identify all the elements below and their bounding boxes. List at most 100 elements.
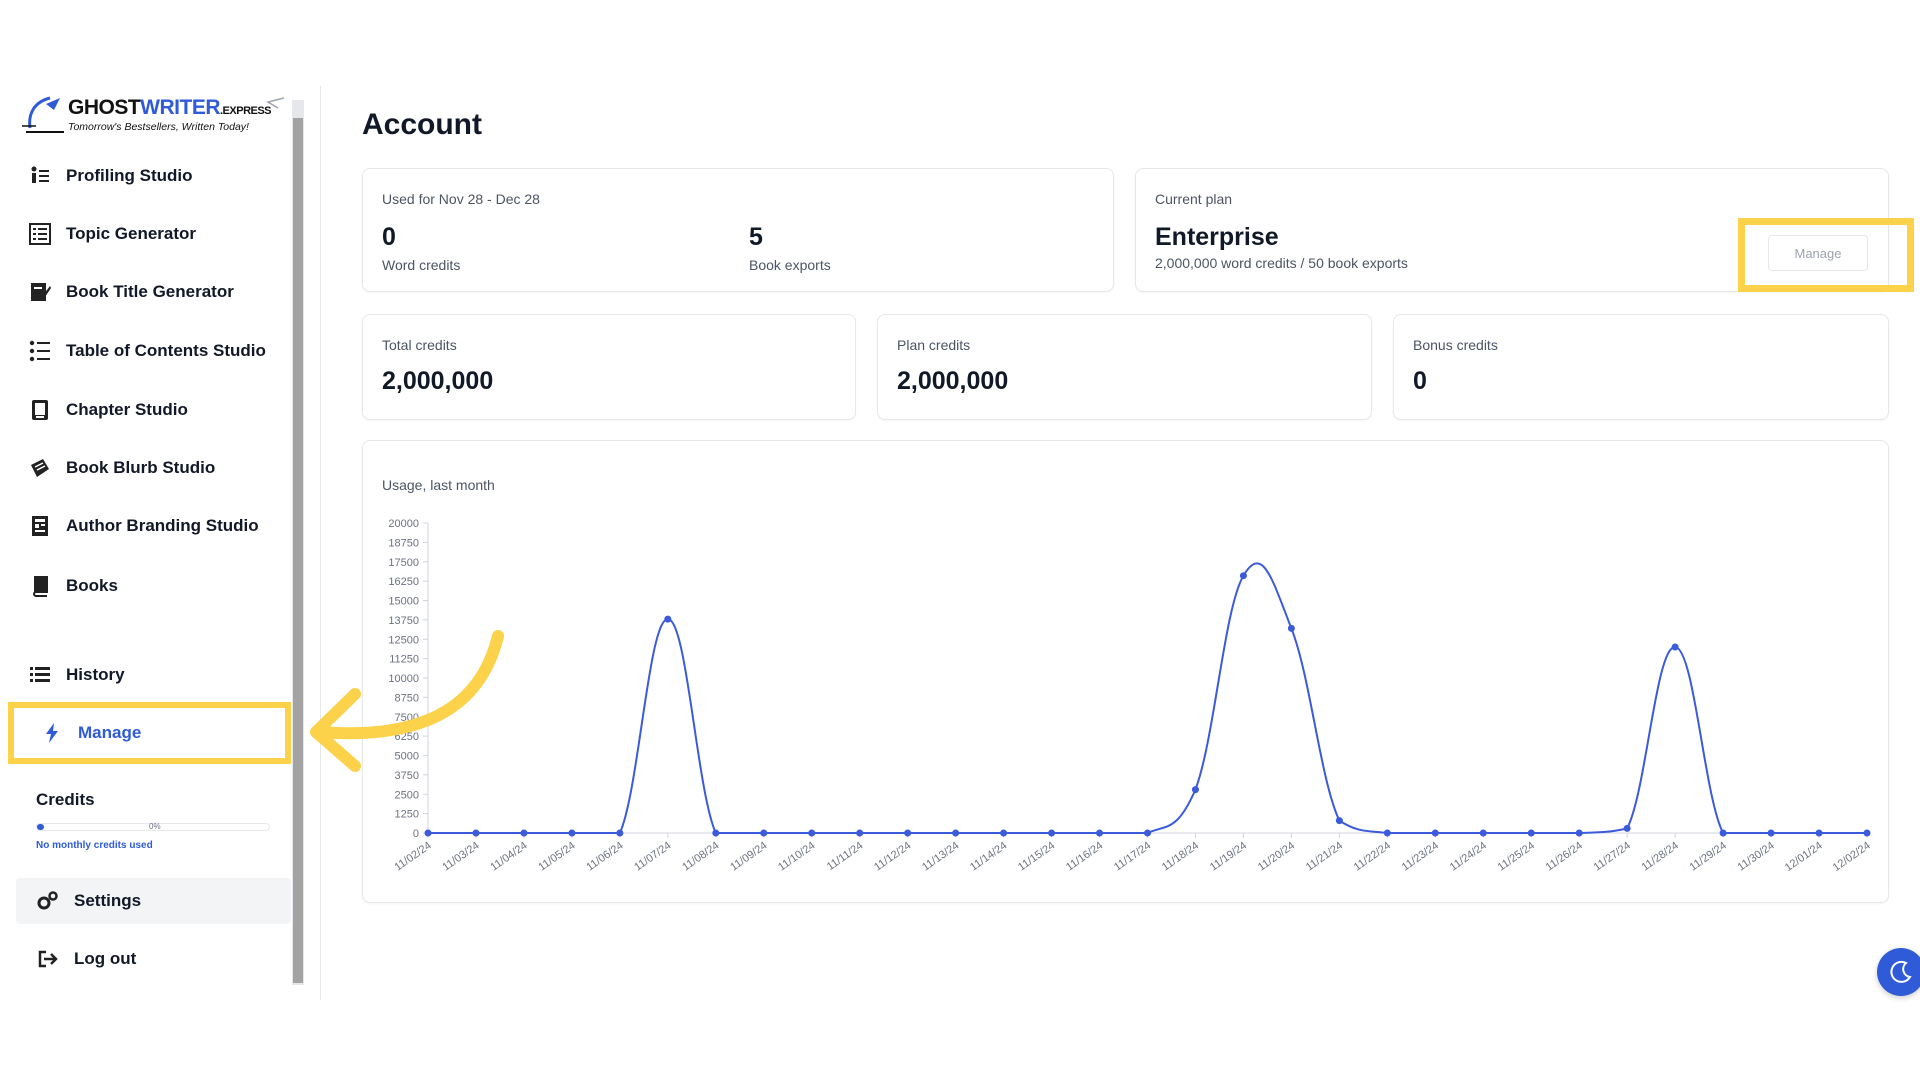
data-point xyxy=(952,829,960,837)
y-tick-label: 13750 xyxy=(388,615,419,627)
data-point xyxy=(856,829,864,837)
x-tick-label: 11/11/24 xyxy=(825,840,866,873)
word-credits-label: Word credits xyxy=(382,257,461,273)
data-point xyxy=(520,829,528,837)
y-tick-label: 6250 xyxy=(395,731,419,743)
y-tick-label: 3750 xyxy=(395,770,419,782)
data-point xyxy=(472,829,480,837)
y-tick-label: 11250 xyxy=(389,654,419,666)
sidebar-item-logout[interactable]: Log out xyxy=(16,936,291,982)
x-tick-label: 11/06/24 xyxy=(584,840,625,874)
y-tick-label: 1250 xyxy=(395,809,419,821)
credits-title: Credits xyxy=(36,790,95,809)
brand-tagline: Tomorrow's Bestsellers, Written Today! xyxy=(68,121,249,133)
data-point xyxy=(1479,829,1487,837)
sidebar-item-label: Books xyxy=(66,576,118,595)
toc-icon xyxy=(26,337,54,365)
x-tick-label: 11/05/24 xyxy=(536,840,577,874)
topic-icon xyxy=(26,220,54,248)
usage-chart-card: Usage, last month 0 1250 2500 3750 5000 6250 7… xyxy=(362,440,1889,903)
credits-progress-fill xyxy=(37,824,45,830)
y-tick-label: 16250 xyxy=(388,576,419,588)
sidebar-item-author-branding-studio[interactable]: Author Branding Studio xyxy=(26,506,288,546)
data-point xyxy=(1815,829,1823,837)
y-tick-label: 0 xyxy=(413,828,419,840)
data-point xyxy=(568,829,576,837)
x-tick-label: 11/09/24 xyxy=(728,840,769,874)
bonus-credits-label: Bonus credits xyxy=(1413,337,1498,353)
x-tick-label: 11/10/24 xyxy=(776,840,817,874)
manage-highlight xyxy=(1738,218,1914,292)
credits-note: No monthly credits used xyxy=(36,840,153,851)
sidebar-scroll-thumb[interactable] xyxy=(293,118,303,983)
sidebar-item-books[interactable]: Books xyxy=(26,566,288,606)
sidebar-item-book-blurb-studio[interactable]: Book Blurb Studio xyxy=(26,448,288,488)
y-tick-label: 5000 xyxy=(395,751,419,763)
sidebar-item-label: Manage xyxy=(78,723,142,742)
lightning-icon xyxy=(38,719,66,747)
sidebar-item-history[interactable]: History xyxy=(26,655,288,695)
sidebar-item-settings[interactable]: Settings xyxy=(16,878,291,924)
brand-logo[interactable]: GHOSTWRITER.EXPRESS Tomorrow's Bestselle… xyxy=(20,96,272,140)
moon-icon xyxy=(1890,960,1912,983)
profiling-icon xyxy=(26,162,54,190)
brand-name: GHOSTWRITER.EXPRESS xyxy=(68,96,272,119)
total-credits-card: Total credits 2,000,000 xyxy=(362,314,856,420)
bonus-credits-card: Bonus credits 0 xyxy=(1393,314,1889,420)
quill-logo-icon xyxy=(22,96,64,133)
sidebar-item-chapter-studio[interactable]: Chapter Studio xyxy=(26,390,288,430)
sidebar-item-profiling-studio[interactable]: Profiling Studio xyxy=(26,156,288,196)
data-point xyxy=(1239,572,1247,580)
sidebar-item-manage[interactable]: Manage xyxy=(8,702,291,764)
data-point xyxy=(1719,829,1727,837)
data-point xyxy=(1671,643,1679,651)
blurb-icon xyxy=(26,454,54,482)
x-tick-label: 11/12/24 xyxy=(872,840,913,874)
data-point xyxy=(616,829,624,837)
data-point xyxy=(1335,817,1343,825)
y-tick-label: 2500 xyxy=(395,789,419,801)
total-credits-value: 2,000,000 xyxy=(382,367,494,395)
sidebar-item-label: Chapter Studio xyxy=(66,400,188,419)
x-tick-label: 11/14/24 xyxy=(968,840,1009,874)
x-tick-label: 11/28/24 xyxy=(1640,840,1681,874)
y-tick-label: 17500 xyxy=(388,557,419,569)
sidebar-divider xyxy=(320,86,321,1000)
data-point xyxy=(1048,829,1056,837)
plan-credits-label: Plan credits xyxy=(897,337,971,353)
y-tick-label: 10000 xyxy=(388,673,419,685)
title-icon xyxy=(26,278,54,306)
y-tick-label: 8750 xyxy=(395,692,419,704)
data-point xyxy=(1527,829,1535,837)
x-tick-label: 11/23/24 xyxy=(1400,840,1441,874)
manage-plan-button[interactable]: Manage xyxy=(1768,235,1868,271)
sidebar-item-label: History xyxy=(66,665,125,684)
collapse-sidebar-icon[interactable] xyxy=(264,96,286,114)
data-point xyxy=(1096,829,1104,837)
x-tick-label: 12/01/24 xyxy=(1783,840,1825,874)
data-point xyxy=(1767,829,1775,837)
data-point xyxy=(1623,824,1631,832)
help-chat-button[interactable] xyxy=(1877,948,1920,996)
x-tick-label: 11/30/24 xyxy=(1735,840,1776,874)
y-tick-label: 7500 xyxy=(395,712,419,724)
x-tick-label: 11/04/24 xyxy=(488,840,529,874)
data-point xyxy=(808,829,816,837)
x-tick-label: 11/17/24 xyxy=(1112,840,1153,874)
x-tick-label: 12/02/24 xyxy=(1831,840,1873,874)
sidebar-item-label: Log out xyxy=(74,949,137,968)
data-point xyxy=(1863,829,1871,837)
data-point xyxy=(1383,829,1391,837)
sidebar-item-topic-generator[interactable]: Topic Generator xyxy=(26,214,288,254)
plan-credits-value: 2,000,000 xyxy=(897,367,1009,395)
x-tick-label: 11/15/24 xyxy=(1016,840,1057,874)
data-point xyxy=(424,829,432,837)
x-tick-label: 11/26/24 xyxy=(1544,840,1585,874)
data-point xyxy=(904,829,912,837)
data-point xyxy=(1144,829,1151,837)
x-tick-label: 11/08/24 xyxy=(680,840,721,874)
sidebar-item-book-title-generator[interactable]: Book Title Generator xyxy=(26,272,288,312)
sidebar-item-table-of-contents-studio[interactable]: Table of Contents Studio xyxy=(26,331,288,371)
page-title: Account xyxy=(362,108,482,141)
list-icon xyxy=(26,661,54,689)
